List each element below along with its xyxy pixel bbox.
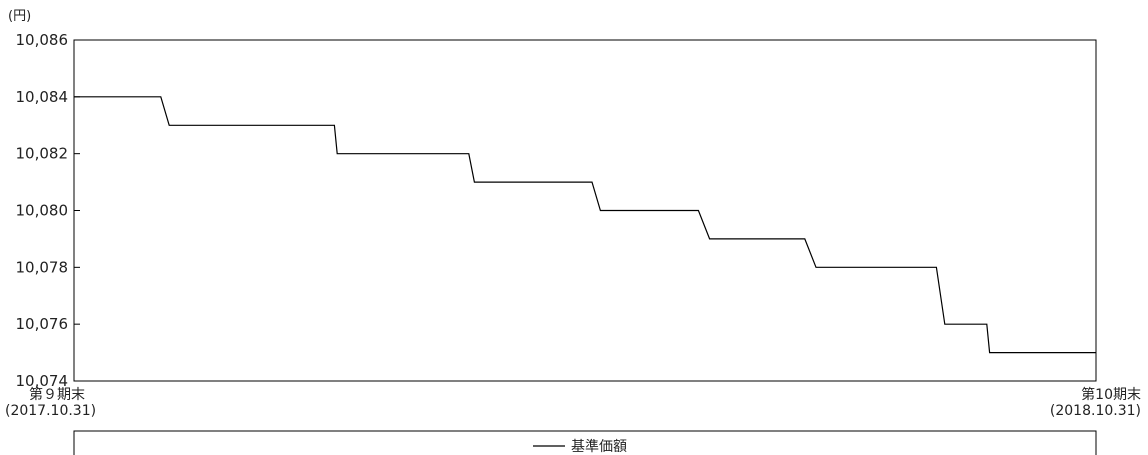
legend-box — [73, 430, 1097, 455]
x-start-label-line1: 第９期末 — [29, 386, 85, 403]
y-axis-unit-label: (円) — [8, 9, 31, 24]
x-axis-start-label: 第９期末 (2017.10.31) — [5, 386, 96, 419]
y-tick-label: 10,086 — [16, 31, 69, 49]
x-end-label-line1: 第10期末 — [1081, 386, 1141, 403]
legend: 基準価額 — [73, 430, 1097, 455]
y-tick-label: 10,084 — [16, 88, 69, 106]
x-start-label-line2: (2017.10.31) — [5, 403, 96, 419]
plot-area-frame — [73, 39, 1097, 382]
y-tick-label: 10,074 — [16, 372, 69, 390]
x-end-label-line2: (2018.10.31) — [1050, 403, 1141, 419]
legend-label-kijun-kagaku: 基準価額 — [571, 438, 627, 455]
y-tick-label: 10,078 — [16, 258, 69, 276]
y-axis: 10,074 10,076 10,078 10,080 10,082 10,084 10,0… — [16, 31, 80, 390]
y-tick-label: 10,076 — [16, 315, 69, 333]
y-tick-label: 10,080 — [16, 202, 69, 220]
y-tick-label: 10,082 — [16, 145, 69, 163]
series-line-kijun-kagaku — [74, 96, 1096, 354]
x-axis-end-label: 第10期末 (2018.10.31) — [1050, 386, 1141, 419]
